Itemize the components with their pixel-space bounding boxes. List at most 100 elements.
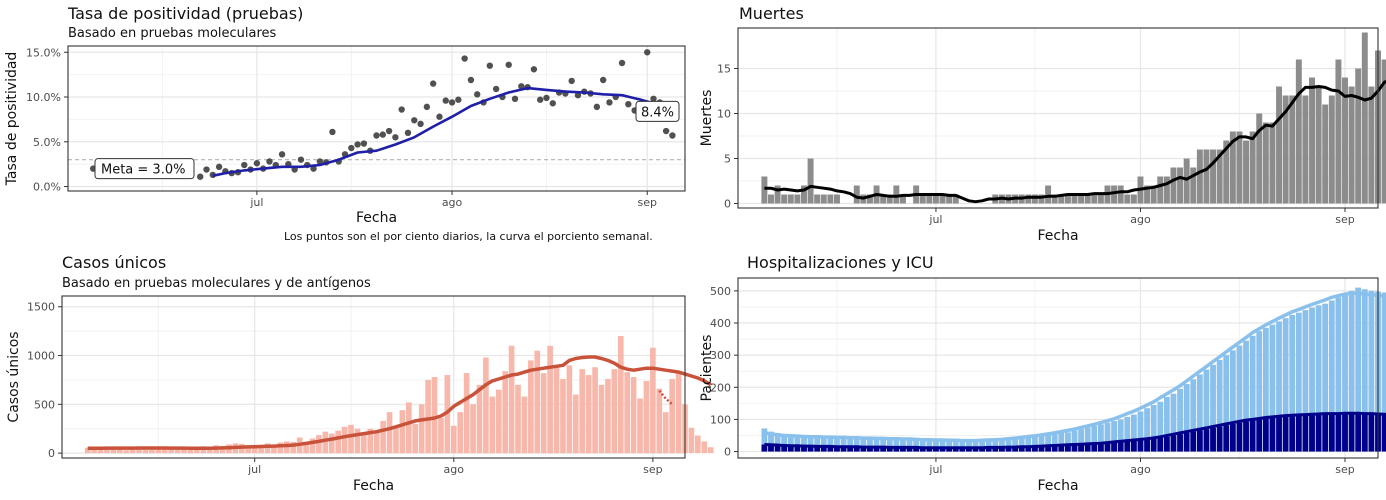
death-bar <box>1355 68 1362 204</box>
icu-bar <box>946 447 953 452</box>
daily-point <box>203 166 210 173</box>
case-bar <box>251 444 258 454</box>
hosp-bar <box>794 435 801 452</box>
icu-avg-line <box>764 411 1386 450</box>
case-bar <box>675 371 682 454</box>
case-bar <box>566 365 573 454</box>
case-bar <box>277 442 284 454</box>
icu-bar <box>1355 413 1362 452</box>
icu-bar <box>900 447 906 452</box>
case-bar <box>643 380 650 454</box>
daily-point <box>429 80 437 87</box>
icu-bar <box>1163 436 1170 452</box>
case-bar <box>528 360 534 454</box>
case-bar <box>405 402 412 454</box>
icu-bar <box>761 444 768 452</box>
case-bar <box>116 447 123 454</box>
hosp-bar <box>1097 424 1104 452</box>
x-tick-label: sep <box>1335 463 1354 476</box>
pos-title: Tasa de positividad (pruebas) <box>68 4 304 23</box>
hosp-bar <box>867 438 873 452</box>
hosp-bar <box>1117 419 1124 452</box>
panel-border <box>737 277 1379 459</box>
hosp-bar <box>1038 435 1045 452</box>
daily-point <box>423 103 431 111</box>
x-axis-label: Fecha <box>1037 228 1078 244</box>
goal-label: Meta = 3.0% <box>101 163 185 178</box>
case-bar <box>572 394 579 454</box>
death-bar <box>1111 185 1118 204</box>
death-bar <box>1289 95 1296 204</box>
hosp-bar <box>919 440 926 452</box>
hosp-bar <box>1111 421 1117 452</box>
icu-bar <box>1025 446 1032 452</box>
daily-point <box>455 96 462 103</box>
daily-point <box>492 85 500 93</box>
death-bar <box>1223 140 1230 204</box>
x-tick-label: jul <box>247 463 261 476</box>
case-bar <box>328 433 335 454</box>
icu-bar <box>1368 413 1375 452</box>
daily-point <box>511 95 519 103</box>
icu-bar <box>1243 421 1249 452</box>
hosp-bar <box>807 436 814 452</box>
y-axis-label: Muertes <box>699 90 715 147</box>
icu-bar <box>1177 434 1183 452</box>
icu-bar <box>1249 420 1256 452</box>
hosp-bar <box>781 433 788 452</box>
weekly-line <box>212 86 654 178</box>
death-bar <box>919 194 926 204</box>
icu-bar <box>1196 430 1203 452</box>
hosp-bar <box>1005 439 1012 452</box>
daily-point <box>442 97 449 104</box>
hosp-bar <box>1348 290 1355 452</box>
icu-bar <box>1210 427 1216 452</box>
death-bar <box>939 194 946 204</box>
daily-point <box>373 132 380 139</box>
icu-bar <box>893 447 900 452</box>
case-bar <box>508 345 515 454</box>
case-bar <box>264 443 271 454</box>
daily-point <box>297 156 305 163</box>
hosp-bar <box>1295 312 1302 452</box>
daily-point <box>385 127 393 135</box>
icu-bar <box>860 447 867 452</box>
case-bar <box>393 427 399 454</box>
case-bar <box>181 448 187 454</box>
x-tick-label: ago <box>1130 213 1151 226</box>
death-bar <box>1038 194 1045 204</box>
icu-bar <box>820 446 827 452</box>
death-bar <box>1045 185 1052 204</box>
hosp-bar <box>1203 369 1210 452</box>
hosp-bar <box>847 438 854 452</box>
y-tick-label: 400 <box>710 317 731 330</box>
daily-point <box>606 99 613 106</box>
hosp-bar <box>1243 340 1249 452</box>
hosp-bar <box>873 438 880 452</box>
icu-bar <box>1381 413 1386 452</box>
daily-point <box>392 134 399 141</box>
x-tick-label: jul <box>928 213 942 226</box>
icu-bar <box>1289 415 1296 452</box>
daily-point <box>486 62 494 69</box>
death-bar <box>1124 194 1131 204</box>
daily-point <box>593 103 601 111</box>
icu-bar <box>1223 425 1230 452</box>
case-bar <box>245 445 252 454</box>
death-bar <box>1117 185 1124 204</box>
hosp-bar <box>946 440 953 452</box>
icu-bar <box>1045 446 1052 452</box>
y-tick-label: 5.0% <box>33 136 61 149</box>
icu-bar <box>1078 444 1084 452</box>
death-bar <box>1170 167 1177 204</box>
hosp-bar <box>1328 300 1335 452</box>
icu-bar <box>1097 443 1104 452</box>
daily-point <box>360 140 368 147</box>
hosp-bar <box>1051 433 1058 452</box>
panel-border <box>67 45 686 192</box>
hosp-bar <box>1084 427 1091 452</box>
daily-point <box>404 129 412 137</box>
cases-avg-line <box>87 355 712 450</box>
icu-bar <box>985 447 992 452</box>
